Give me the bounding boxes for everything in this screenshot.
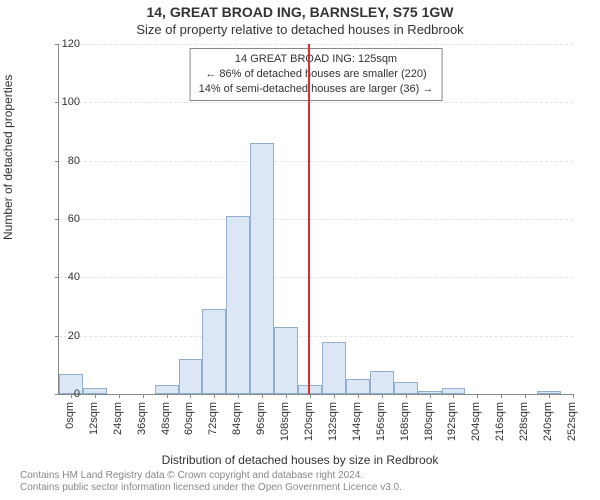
x-tick [262,394,263,398]
y-axis-label: Number of detached properties [1,75,15,240]
x-tick-label: 60sqm [183,402,195,435]
x-tick-label: 36sqm [136,402,148,435]
chart-title: 14, GREAT BROAD ING, BARNSLEY, S75 1GW [0,4,600,20]
annotation-line-1: 14 GREAT BROAD ING: 125sqm [199,52,434,67]
histogram-bar [322,342,346,395]
x-tick-label: 132sqm [327,402,339,441]
histogram-bar [370,371,394,394]
x-tick-label: 0sqm [64,402,76,429]
x-tick-label: 96sqm [255,402,267,435]
x-tick [453,394,454,398]
footnote-line-2: Contains public sector information licen… [20,482,402,494]
x-tick [358,394,359,398]
x-tick [119,394,120,398]
histogram-bar [250,143,274,394]
reference-line [308,44,310,394]
x-tick-label: 144sqm [351,402,363,441]
x-tick [95,394,96,398]
x-tick [143,394,144,398]
x-tick-label: 228sqm [518,402,530,441]
x-tick [549,394,550,398]
x-tick [430,394,431,398]
footnote-line-1: Contains HM Land Registry data © Crown c… [20,470,402,482]
annotation-box: 14 GREAT BROAD ING: 125sqm ← 86% of deta… [190,48,443,101]
x-tick [286,394,287,398]
chart-container: 14, GREAT BROAD ING, BARNSLEY, S75 1GW S… [0,0,600,500]
x-tick [477,394,478,398]
histogram-bar [179,359,203,394]
x-tick-label: 48sqm [160,402,172,435]
y-tick-label: 0 [52,388,80,400]
histogram-bar [346,379,370,394]
x-tick [382,394,383,398]
plot-area: 14 GREAT BROAD ING: 125sqm ← 86% of deta… [58,44,573,395]
histogram-bar [202,309,226,394]
histogram-bar [298,385,322,394]
x-tick [334,394,335,398]
x-tick [406,394,407,398]
x-tick [190,394,191,398]
y-tick-label: 60 [52,213,80,225]
x-axis-label: Distribution of detached houses by size … [0,453,600,467]
x-tick [214,394,215,398]
chart-subtitle: Size of property relative to detached ho… [0,22,600,37]
histogram-bar [274,327,298,394]
x-tick-label: 168sqm [399,402,411,441]
y-tick-label: 80 [52,155,80,167]
x-tick-label: 216sqm [494,402,506,441]
y-tick-label: 20 [52,330,80,342]
histogram-bar [226,216,250,394]
x-tick-label: 204sqm [470,402,482,441]
x-tick-label: 24sqm [112,402,124,435]
x-tick [310,394,311,398]
x-tick-label: 84sqm [231,402,243,435]
x-tick-label: 120sqm [303,402,315,441]
y-tick-label: 120 [52,38,80,50]
x-tick-label: 108sqm [279,402,291,441]
x-tick-label: 192sqm [446,402,458,441]
x-tick-label: 12sqm [88,402,100,435]
x-tick-label: 240sqm [542,402,554,441]
x-tick [525,394,526,398]
x-tick-label: 252sqm [566,402,578,441]
histogram-bar [155,385,179,394]
annotation-line-2: ← 86% of detached houses are smaller (22… [199,67,434,82]
footnote: Contains HM Land Registry data © Crown c… [20,470,402,494]
x-tick-label: 180sqm [423,402,435,441]
y-tick-label: 40 [52,271,80,283]
histogram-bar [394,382,418,394]
x-tick-label: 156sqm [375,402,387,441]
y-tick-label: 100 [52,96,80,108]
x-tick [573,394,574,398]
x-tick-label: 72sqm [207,402,219,435]
annotation-line-3: 14% of semi-detached houses are larger (… [199,82,434,97]
x-tick [501,394,502,398]
x-tick [238,394,239,398]
x-tick [167,394,168,398]
